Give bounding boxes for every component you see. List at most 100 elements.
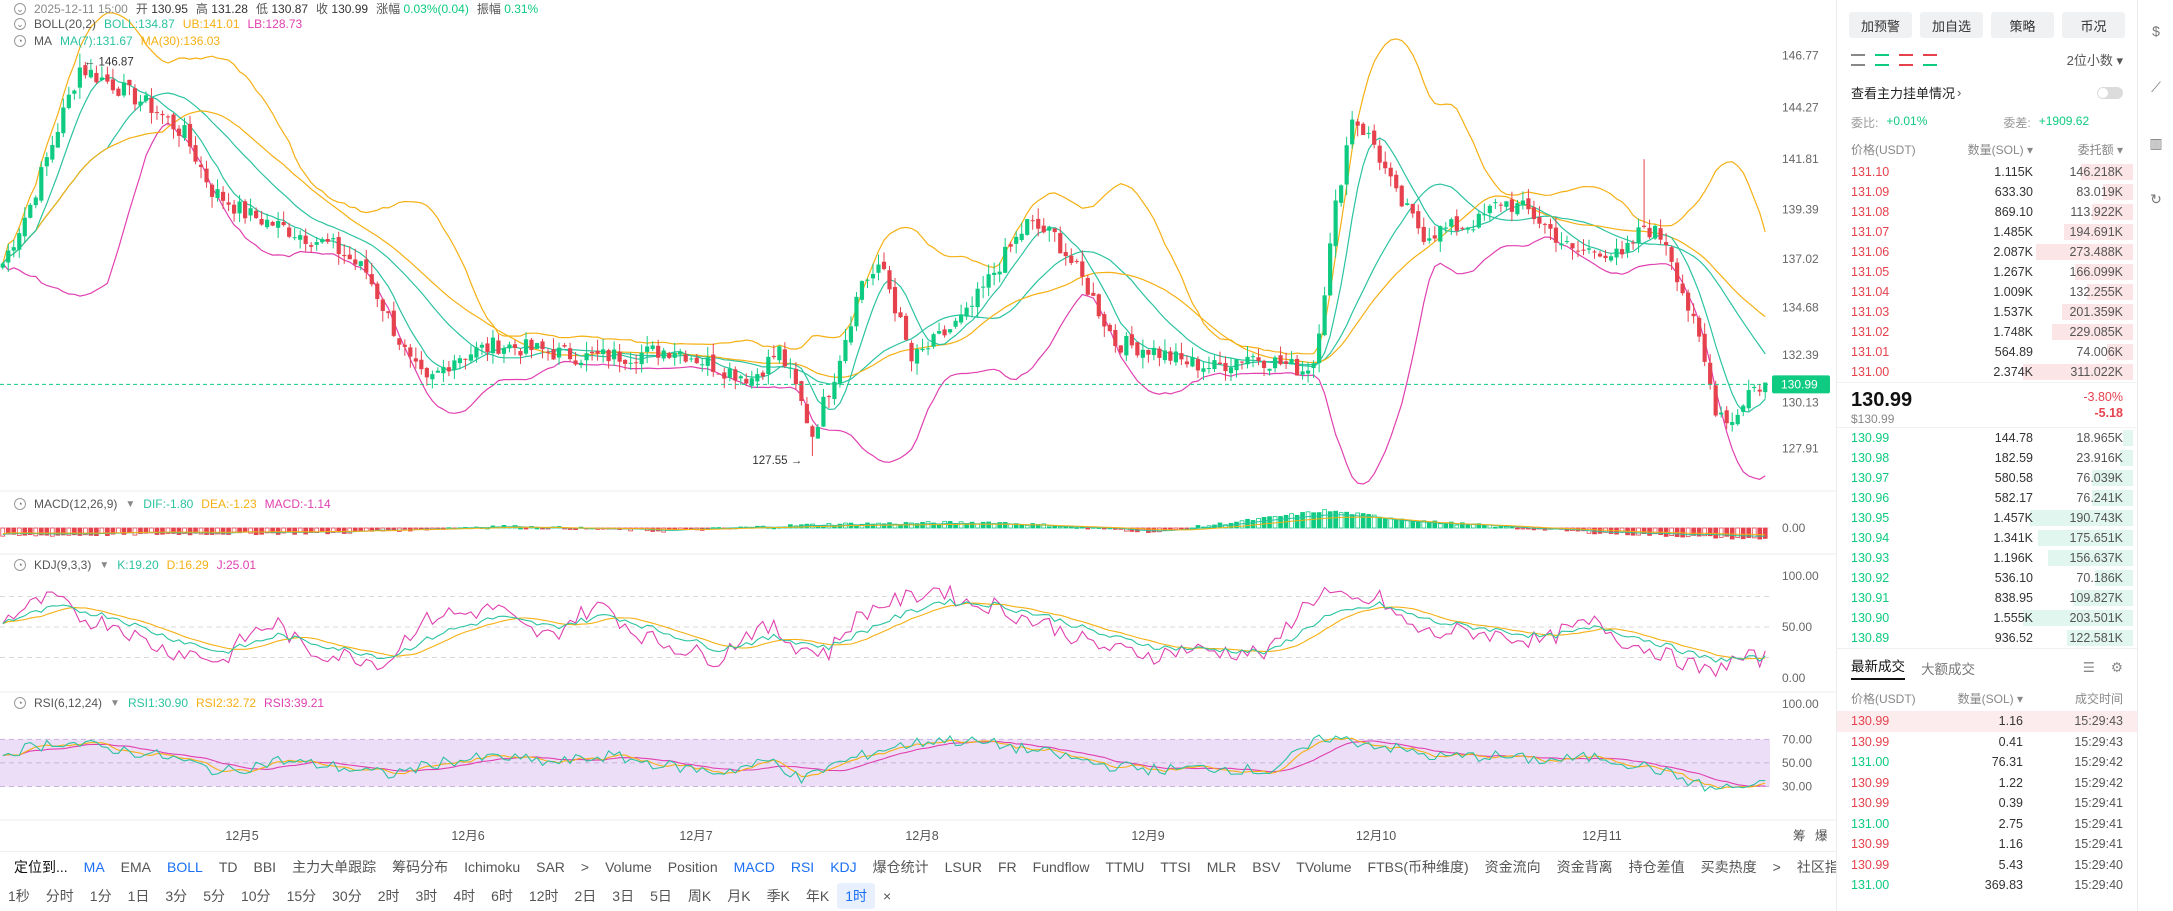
interval-item[interactable]: 季K	[766, 888, 790, 904]
indicator-item[interactable]: 资金流向	[1484, 858, 1541, 875]
bid-row[interactable]: 130.93 1.196K 156.637K	[1837, 548, 2137, 568]
refresh-icon[interactable]: ↻	[2150, 191, 2162, 207]
kdj-name[interactable]: KDJ(9,3,3)	[34, 558, 92, 572]
view-depth-icon[interactable]	[1923, 53, 1937, 66]
indicator-item[interactable]: EMA	[120, 858, 152, 875]
interval-item[interactable]: 2日	[574, 888, 597, 904]
bell-icon[interactable]: ◔	[14, 559, 26, 571]
view-both-icon[interactable]	[1851, 53, 1865, 66]
bar-chart-icon[interactable]: ▥	[2149, 135, 2163, 151]
main-orders-label[interactable]: 查看主力挂单情况	[1851, 86, 1956, 101]
boll-name[interactable]: BOLL(20,2)	[34, 17, 97, 31]
strategy-button[interactable]: 策略	[1991, 12, 2054, 38]
indicator-item[interactable]: 资金背离	[1556, 858, 1613, 875]
indicator-item[interactable]: BSV	[1252, 858, 1281, 875]
macd-name[interactable]: MACD(12,26,9)	[34, 497, 118, 511]
interval-item[interactable]: 15分	[286, 888, 317, 904]
ma-name[interactable]: MA	[34, 34, 52, 48]
chevron-right-icon[interactable]: ›	[1957, 85, 1962, 100]
gear-icon[interactable]: ⚙	[2110, 659, 2123, 675]
bid-row[interactable]: 130.97 580.58 76.039K	[1837, 468, 2137, 488]
interval-item[interactable]: 5日	[650, 888, 672, 904]
collapse-icon[interactable]: ⌄	[14, 18, 26, 30]
tab-latest-trades[interactable]: 最新成交	[1851, 655, 1905, 680]
interval-item[interactable]: 4时	[453, 888, 476, 904]
tab-large-trades[interactable]: 大额成交	[1921, 661, 1975, 677]
indicator-item[interactable]: 主力大单跟踪	[292, 858, 377, 875]
bid-row[interactable]: 130.91 838.95 109.827K	[1837, 588, 2137, 608]
indicator-item[interactable]: 买卖热度	[1700, 858, 1757, 875]
indicator-item[interactable]: 筹码分布	[392, 858, 449, 875]
indicator-item[interactable]: LSUR	[944, 858, 982, 875]
interval-item[interactable]: 分时	[45, 888, 74, 904]
add-watchlist-button[interactable]: 加自选	[1920, 12, 1983, 38]
indicator-item[interactable]: 爆仓统计	[872, 858, 929, 875]
view-bids-icon[interactable]	[1875, 53, 1889, 66]
ask-row[interactable]: 131.08 869.10 113.922K	[1837, 202, 2137, 222]
qty-header[interactable]: 数量(SOL) ▾	[1967, 143, 2033, 157]
main-orders-row[interactable]: 查看主力挂单情况 ›	[1837, 75, 2137, 110]
ask-row[interactable]: 131.01 564.89 74.006K	[1837, 342, 2137, 362]
caret-down-icon[interactable]: ▼	[99, 559, 110, 571]
collapse-icon[interactable]: ⌄	[14, 2, 26, 15]
interval-item[interactable]: 30分	[332, 888, 362, 904]
bid-row[interactable]: 130.90 1.555K 203.501K	[1837, 608, 2137, 628]
bid-row[interactable]: 130.89 936.52 122.581K	[1837, 628, 2137, 648]
ask-row[interactable]: 131.00 2.374K 311.022K	[1837, 362, 2137, 382]
indicator-item[interactable]: KDJ	[830, 858, 857, 875]
trade-qty-header[interactable]: 数量(SOL) ▾	[1957, 692, 2023, 706]
interval-item[interactable]: ×	[883, 888, 892, 904]
coin-info-button[interactable]: 币况	[2062, 12, 2125, 38]
indicator-item[interactable]: FTBS(币种维度)	[1367, 858, 1469, 875]
line-chart-icon[interactable]: ⟋	[2151, 79, 2161, 95]
indicator-item[interactable]: TTSI	[1160, 858, 1191, 875]
interval-item[interactable]: 6时	[491, 888, 513, 904]
indicator-item[interactable]: BBI	[253, 858, 277, 875]
kline-chart[interactable]: 146.77 144.27 141.81 139.39 137.02 134.68 132.…	[0, 0, 1836, 847]
bid-row[interactable]: 130.98 182.59 23.916K	[1837, 448, 2137, 468]
indicator-item[interactable]: MA	[83, 858, 105, 875]
ask-row[interactable]: 131.07 1.485K 194.691K	[1837, 222, 2137, 242]
bid-row[interactable]: 130.95 1.457K 190.743K	[1837, 508, 2137, 528]
indicator-item[interactable]: TTMU	[1105, 858, 1145, 875]
bid-row[interactable]: 130.96 582.17 76.241K	[1837, 488, 2137, 508]
interval-item[interactable]: 3分	[165, 888, 188, 904]
interval-item[interactable]: 12时	[528, 888, 559, 904]
bell-icon[interactable]: ◔	[14, 697, 26, 709]
ask-row[interactable]: 131.03 1.537K 201.359K	[1837, 302, 2137, 322]
bell-icon[interactable]: ◔	[14, 35, 26, 47]
rsi-name[interactable]: RSI(6,12,24)	[34, 696, 103, 710]
ask-row[interactable]: 131.09 633.30 83.019K	[1837, 182, 2137, 202]
interval-item[interactable]: 10分	[240, 888, 271, 904]
interval-item[interactable]: 5分	[203, 888, 225, 904]
indicator-item[interactable]: RSI	[790, 858, 815, 875]
indicator-item[interactable]: TVolume	[1296, 858, 1352, 875]
interval-item[interactable]: 1秒	[8, 888, 30, 904]
indicator-item[interactable]: >	[1772, 858, 1781, 875]
bid-row[interactable]: 130.92 536.10 70.186K	[1837, 568, 2137, 588]
caret-down-icon[interactable]: ▼	[110, 697, 120, 709]
interval-item[interactable]: 2时	[377, 888, 400, 904]
list-icon[interactable]: ☰	[2082, 659, 2095, 675]
indicator-item[interactable]: 持仓差值	[1628, 858, 1685, 875]
bell-icon[interactable]: ◔	[14, 498, 26, 510]
interval-item[interactable]: 年K	[805, 888, 830, 904]
interval-item[interactable]: 1时	[837, 883, 876, 909]
chart-area[interactable]: 146.77 144.27 141.81 139.39 137.02 134.68 132.…	[0, 0, 1836, 847]
caret-down-icon[interactable]: ▼	[125, 498, 136, 510]
dollar-icon[interactable]: $	[2152, 23, 2160, 39]
indicator-item[interactable]: SAR	[536, 858, 565, 875]
ask-row[interactable]: 131.04 1.009K 132.255K	[1837, 282, 2137, 302]
interval-item[interactable]: 周K	[687, 888, 712, 904]
bid-row[interactable]: 130.99 144.78 18.965K	[1837, 428, 2137, 448]
indicator-item[interactable]: >	[580, 858, 590, 875]
precision-select[interactable]: 2位小数 ▾	[2066, 53, 2123, 68]
main-orders-toggle[interactable]	[2097, 86, 2123, 99]
interval-item[interactable]: 3时	[415, 888, 438, 904]
indicator-item[interactable]: FR	[998, 858, 1017, 875]
indicator-item[interactable]: TD	[218, 858, 238, 875]
indicator-item[interactable]: BOLL	[167, 858, 203, 875]
indicator-item[interactable]: Ichimoku	[464, 858, 521, 875]
indicator-item[interactable]: Fundflow	[1032, 858, 1090, 875]
view-asks-icon[interactable]	[1899, 53, 1913, 66]
